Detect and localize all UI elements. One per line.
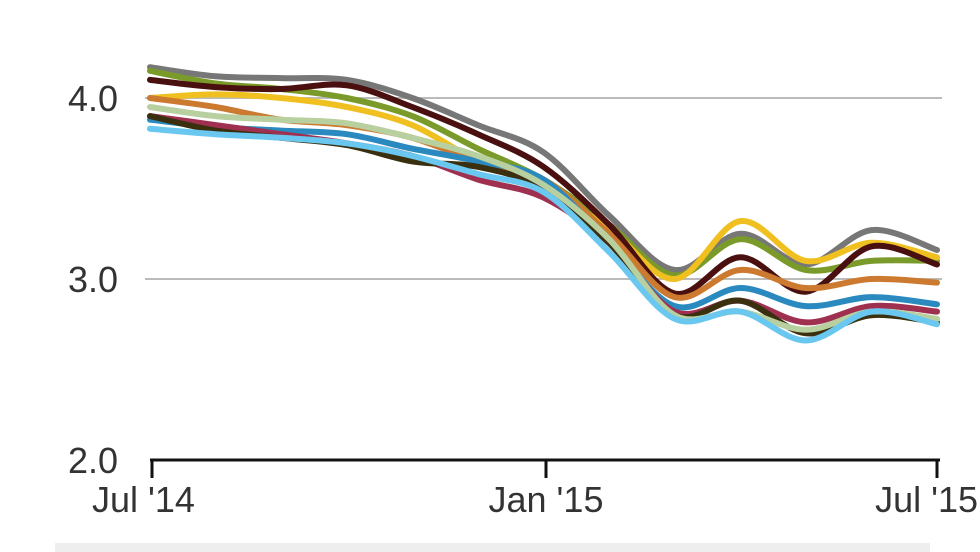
series-line-7 xyxy=(147,113,940,326)
y-tick-label: 4.0 xyxy=(68,78,118,119)
y-tick-label: 2.0 xyxy=(68,440,118,481)
footer-bar xyxy=(55,543,930,552)
series-line-9 xyxy=(147,104,940,333)
x-tick-label: Jul '15 xyxy=(875,479,978,520)
x-tick-label: Jul '14 xyxy=(92,479,195,520)
series-line-10 xyxy=(147,125,940,344)
x-tick-label: Jan '15 xyxy=(489,479,604,520)
series-lines xyxy=(147,64,940,344)
x-axis xyxy=(150,458,940,478)
series-line-1 xyxy=(147,64,940,274)
y-tick-label: 3.0 xyxy=(68,259,118,300)
series-line-4 xyxy=(147,76,940,297)
series-line-2 xyxy=(147,67,940,279)
series-line-6 xyxy=(147,116,940,311)
